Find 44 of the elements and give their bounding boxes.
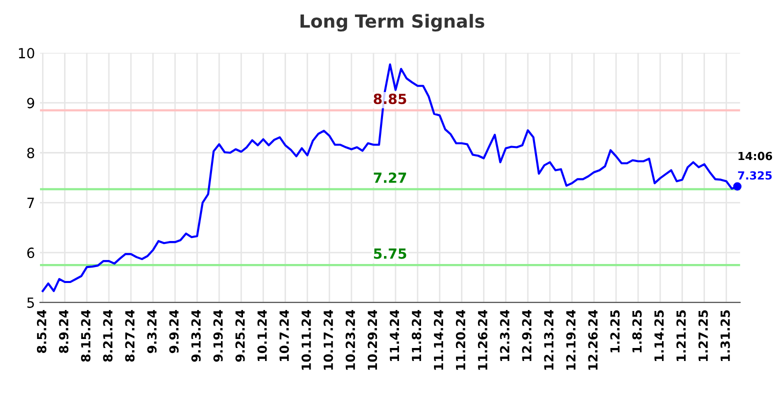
x-tick-label: 11.14.24 (434, 310, 444, 370)
x-tick-label: 9.19.24 (213, 310, 223, 362)
x-tick-label: 12.19.24 (566, 310, 576, 370)
annotation: 14:06 (738, 152, 772, 160)
x-tick-label: 9.25.24 (235, 310, 245, 362)
y-tick-label: 7 (27, 198, 34, 208)
chart-title: Long Term Signals (300, 14, 484, 32)
x-tick-label: 8.27.24 (125, 310, 135, 362)
x-tick-label: 8.9.24 (58, 310, 68, 353)
x-tick-label: 8.15.24 (81, 310, 90, 362)
x-tick-label: 10.1.24 (257, 310, 267, 361)
y-tick-label: 6 (27, 248, 34, 258)
ref-line-label: 5.75 (374, 248, 406, 259)
x-tick-label: 8.5.24 (36, 310, 46, 353)
x-tick-label: 9.13.24 (191, 310, 201, 362)
x-tick-label: 11.8.24 (412, 310, 422, 361)
x-tick-label: 11.4.24 (390, 310, 399, 361)
x-tick-label: 1.31.25 (720, 310, 730, 361)
x-tick-label: 1.14.25 (654, 310, 664, 361)
x-tick-label: 12.9.24 (522, 310, 532, 361)
x-tick-label: 10.11.24 (302, 310, 311, 370)
x-tick-label: 11.26.24 (478, 310, 488, 370)
x-tick-label: 10.17.24 (324, 310, 334, 370)
x-tick-label: 1.21.25 (676, 310, 686, 361)
ref-line-label: 7.27 (374, 172, 406, 183)
annotation: 7.325 (738, 171, 772, 180)
x-tick-label: 1.8.25 (632, 310, 642, 352)
y-tick-label: 9 (27, 98, 34, 108)
x-tick-label: 12.3.24 (500, 310, 510, 361)
x-tick-label: 12.13.24 (544, 310, 554, 370)
x-tick-label: 1.2.25 (610, 310, 620, 352)
y-tick-label: 5 (27, 298, 34, 308)
ref-line-label: 8.85 (374, 94, 406, 104)
x-tick-label: 10.29.24 (368, 310, 378, 370)
y-tick-label: 10 (18, 48, 34, 58)
x-tick-label: 11.20.24 (456, 310, 466, 370)
x-tick-label: 12.26.24 (588, 310, 598, 370)
x-tick-label: 1.27.25 (698, 310, 708, 361)
x-tick-label: 10.23.24 (346, 310, 356, 370)
x-tick-label: 8.21.24 (103, 310, 113, 362)
y-tick-label: 8 (27, 148, 34, 158)
x-tick-label: 9.9.24 (169, 310, 179, 354)
x-tick-label: 10.7.24 (279, 310, 289, 361)
x-tick-label: 9.3.24 (147, 310, 157, 354)
